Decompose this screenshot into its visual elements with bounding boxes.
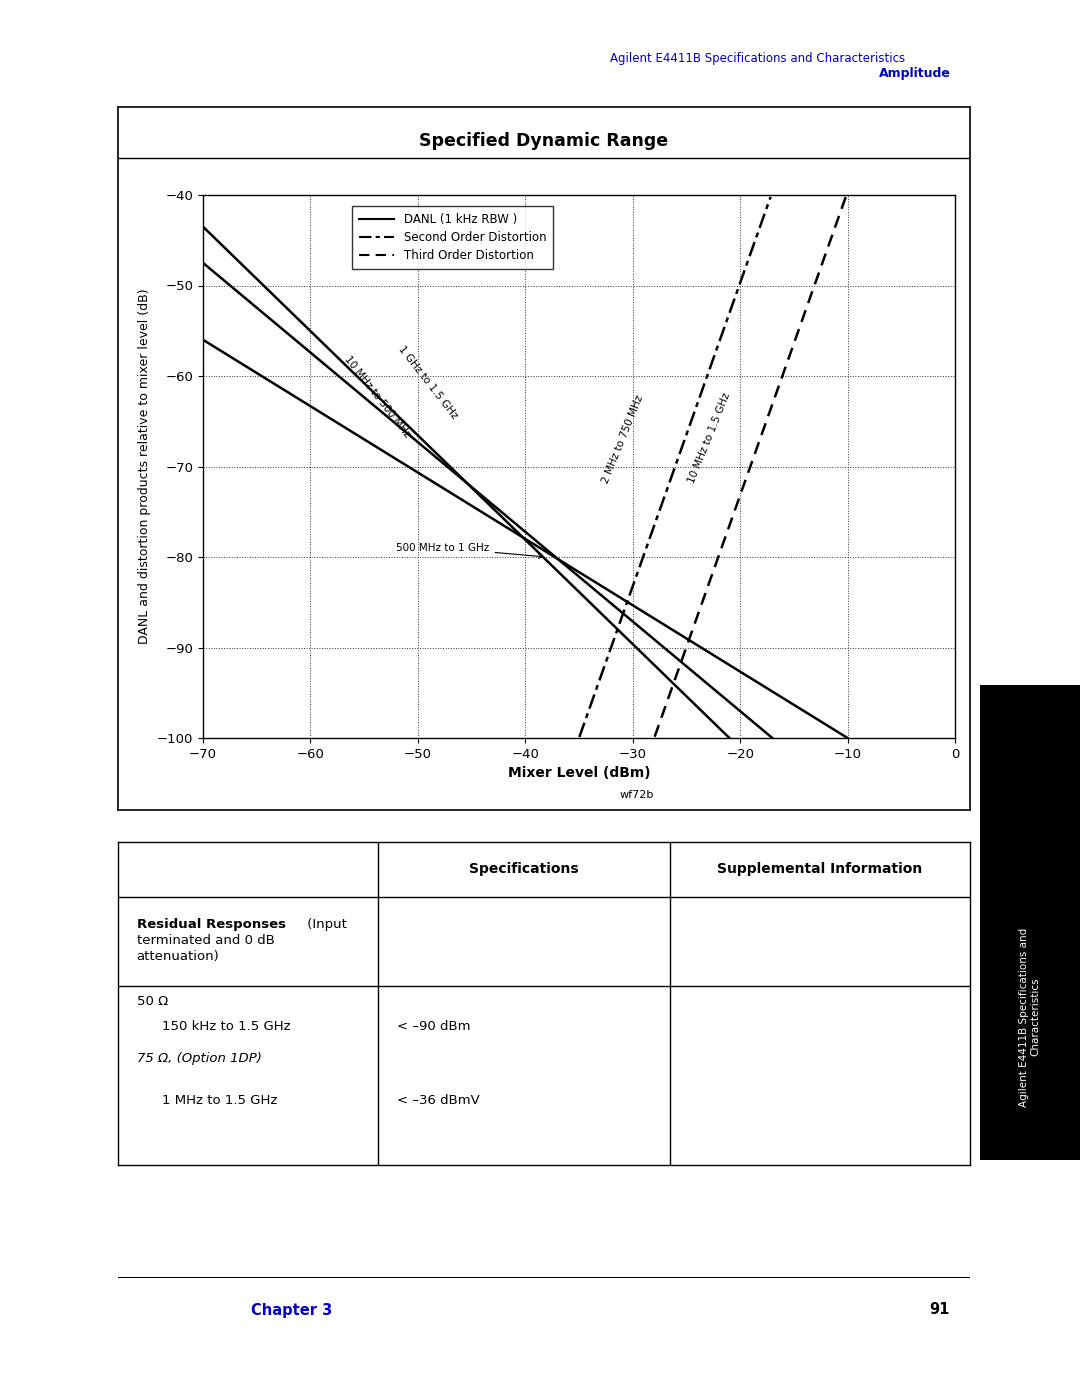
Text: 50 Ω: 50 Ω (137, 996, 168, 1009)
Y-axis label: DANL and distortion products relative to mixer level (dB): DANL and distortion products relative to… (138, 289, 151, 644)
Text: 150 kHz to 1.5 GHz: 150 kHz to 1.5 GHz (162, 1020, 291, 1032)
Text: Specifications: Specifications (469, 862, 579, 876)
Text: < –90 dBm: < –90 dBm (396, 1020, 470, 1032)
Text: (Input: (Input (302, 918, 347, 930)
Text: Amplitude: Amplitude (879, 67, 951, 80)
Text: 2 MHz to 750 MHz: 2 MHz to 750 MHz (600, 394, 645, 485)
Text: 91: 91 (930, 1302, 949, 1317)
Text: 1 MHz to 1.5 GHz: 1 MHz to 1.5 GHz (162, 1094, 278, 1106)
Text: Agilent E4411B Specifications and Characteristics: Agilent E4411B Specifications and Charac… (610, 52, 905, 64)
Text: < –36 dBmV: < –36 dBmV (396, 1094, 480, 1106)
Text: attenuation): attenuation) (137, 950, 219, 963)
Text: 10 MHz to 1.5 GHz: 10 MHz to 1.5 GHz (687, 391, 732, 485)
Text: 10 MHz to 500 MHz: 10 MHz to 500 MHz (342, 353, 413, 439)
Text: terminated and 0 dB: terminated and 0 dB (137, 935, 274, 947)
Text: wf72b: wf72b (620, 791, 654, 800)
Text: 75 Ω, ​(Option 1DP): 75 Ω, ​(Option 1DP) (137, 1052, 261, 1065)
Text: 1 GHz to 1.5 GHz: 1 GHz to 1.5 GHz (396, 345, 459, 422)
Text: Specified Dynamic Range: Specified Dynamic Range (419, 131, 669, 149)
Text: Residual Responses: Residual Responses (137, 918, 286, 930)
Text: Chapter 3: Chapter 3 (251, 1302, 333, 1317)
Text: 500 MHz to 1 GHz: 500 MHz to 1 GHz (396, 543, 543, 559)
Legend: DANL (1 kHz RBW ), Second Order Distortion, Third Order Distortion: DANL (1 kHz RBW ), Second Order Distorti… (352, 207, 553, 270)
Text: Supplemental Information: Supplemental Information (717, 862, 922, 876)
X-axis label: Mixer Level (dBm): Mixer Level (dBm) (508, 767, 650, 781)
Text: Agilent E4411B Specifications and
Characteristics: Agilent E4411B Specifications and Charac… (1020, 928, 1041, 1106)
